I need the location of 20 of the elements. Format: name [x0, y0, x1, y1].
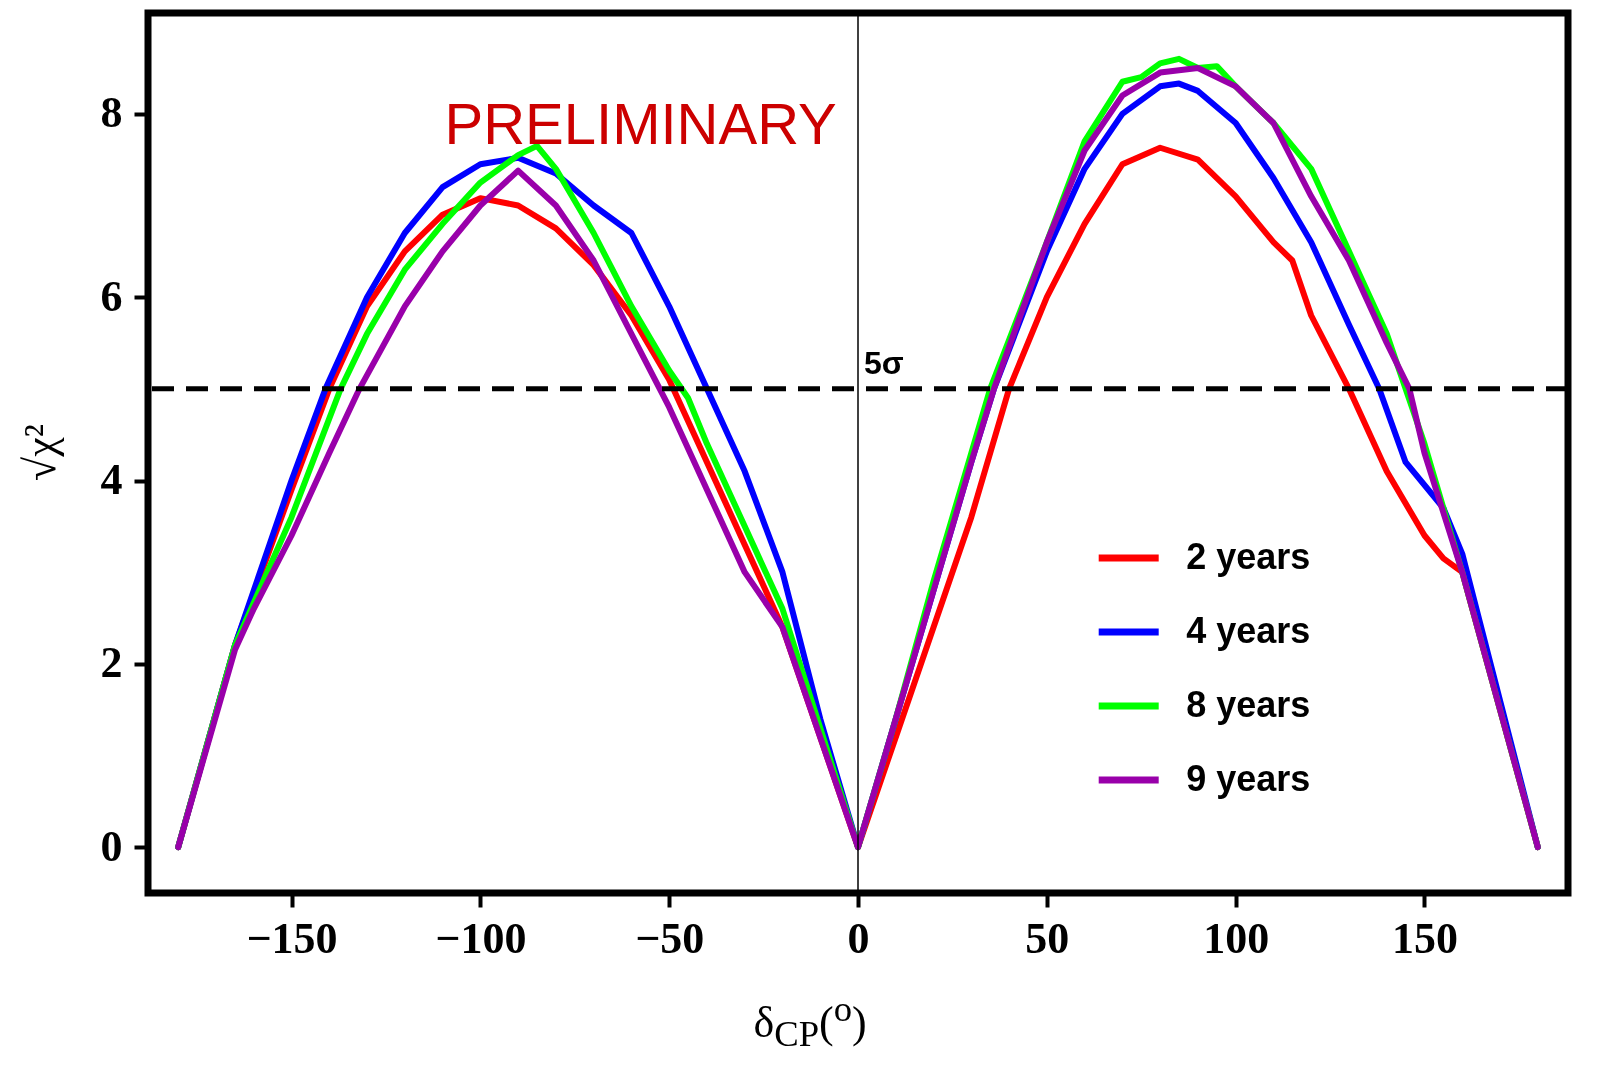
legend-label: 4 years — [1186, 610, 1311, 652]
x-axis-title: δ$_{CP}$($^{o}$) — [753, 987, 867, 1056]
legend-label: 9 years — [1186, 758, 1311, 800]
annotation: PRELIMINARY — [444, 91, 837, 157]
x-tick-label: 150 — [1391, 913, 1458, 963]
y-tick-label: 8 — [100, 88, 123, 138]
x-tick-label: 0 — [847, 913, 870, 963]
y-tick-label: 2 — [100, 638, 123, 688]
x-tick-label: 50 — [1025, 913, 1070, 963]
y-tick-label: 4 — [100, 455, 123, 504]
legend-label: 8 years — [1186, 684, 1311, 726]
x-tick-label: −150 — [246, 913, 338, 963]
legend-label: 2 years — [1186, 536, 1311, 578]
x-tick-label: 100 — [1203, 913, 1270, 963]
x-tick-label: −50 — [635, 913, 705, 963]
ref-line-label: 5σ — [864, 344, 904, 381]
x-tick-label: −100 — [435, 913, 527, 963]
y-axis-title: √χ² — [14, 423, 66, 481]
y-tick-label: 0 — [100, 821, 123, 871]
y-tick-label: 6 — [100, 271, 123, 321]
